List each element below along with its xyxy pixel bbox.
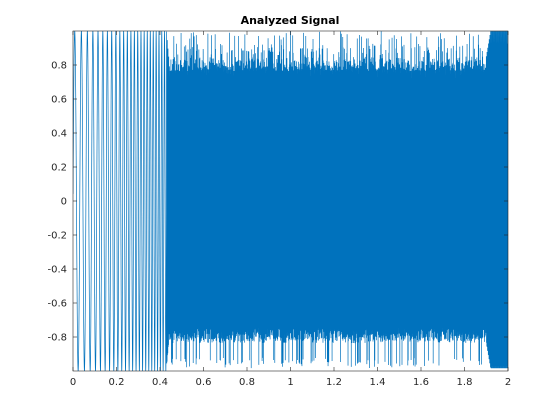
y-tick-label: -0.8: [47, 333, 67, 344]
x-tick-label: 1.8: [457, 377, 473, 388]
y-tick-label: 0.4: [51, 129, 67, 140]
y-tick-label: -0.2: [47, 231, 67, 242]
chart-title: Analyzed Signal: [241, 14, 340, 27]
y-tick-label: 0.6: [51, 95, 67, 106]
x-tick-label: 0: [70, 377, 76, 388]
x-tick-label: 0.8: [239, 377, 255, 388]
y-tick-label: 0.2: [51, 163, 67, 174]
x-tick-label: 0.2: [109, 377, 125, 388]
signal-series: [73, 31, 508, 371]
y-tick-label: 0: [61, 197, 67, 208]
y-tick-label: 0.8: [51, 61, 67, 72]
x-tick-label: 0.6: [196, 377, 212, 388]
x-tick-label: 1.2: [326, 377, 342, 388]
x-tick-label: 1.6: [413, 377, 429, 388]
x-tick-label: 1.4: [370, 377, 386, 388]
y-tick-label: -0.6: [47, 299, 67, 310]
x-tick-label: 0.4: [152, 377, 168, 388]
y-tick-label: -0.4: [47, 265, 67, 276]
x-tick-label: 1: [287, 377, 293, 388]
signal-line: [73, 31, 508, 371]
x-tick-label: 2: [505, 377, 511, 388]
y-axis: -0.8 -0.6 -0.4 -0.2 0 0.2 0.4 0.6 0.8: [47, 61, 508, 344]
x-axis: 0 0.2 0.4 0.6 0.8 1 1.2 1.4 1.6 1.8 2: [70, 31, 511, 388]
